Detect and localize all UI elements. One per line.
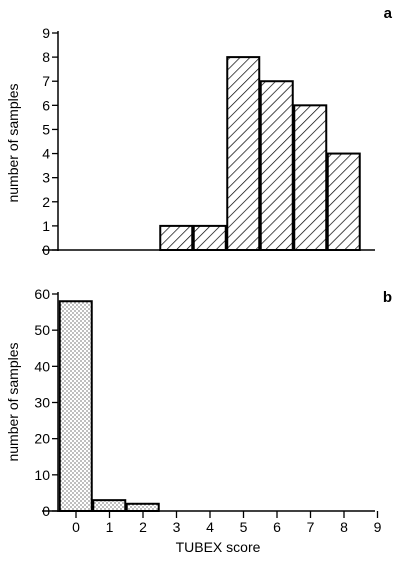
panel-a-letter: a bbox=[384, 5, 393, 22]
panel-a-bar-3 bbox=[159, 224, 194, 251]
panel-b-bar-1 bbox=[92, 499, 127, 512]
panel-b-y-tick-label: 60 bbox=[34, 286, 50, 302]
panel-a-y-axis-title: number of samples bbox=[5, 83, 21, 202]
x-axis-title: TUBEX score bbox=[176, 539, 261, 555]
panel-b: b number of samples TUBEX score 01020304… bbox=[5, 286, 392, 555]
panel-b-y-axis-title: number of samples bbox=[5, 342, 21, 461]
panel-b-y-tick-label: 30 bbox=[34, 395, 50, 411]
panel-b-x-tick-label: 3 bbox=[173, 519, 181, 535]
panel-b-x-tick-label: 6 bbox=[273, 519, 281, 535]
panel-a-y-tick-label: 9 bbox=[42, 25, 50, 41]
panel-a-y-tick-label: 7 bbox=[42, 73, 50, 89]
panel-a-bar-4 bbox=[192, 224, 227, 251]
panel-b-bar-0 bbox=[58, 300, 93, 512]
panel-b-y-tick-label: 50 bbox=[34, 322, 50, 338]
panel-a: a number of samples 0 1 2 3 4 5 6 7 8 9 bbox=[5, 5, 393, 258]
panel-b-x-tick-label: 1 bbox=[106, 519, 114, 535]
panel-a-y-tick-label: 0 bbox=[42, 242, 50, 258]
panel-a-y-tick-label: 6 bbox=[42, 97, 50, 113]
panel-a-bar-8 bbox=[326, 152, 361, 251]
panel-a-bar-5 bbox=[226, 56, 261, 251]
panel-a-bar-6 bbox=[259, 80, 294, 251]
panel-b-x-tick-label: 7 bbox=[307, 519, 315, 535]
panel-a-y-tick-label: 5 bbox=[42, 121, 50, 137]
panel-a-y-tick-label: 3 bbox=[42, 170, 50, 186]
panel-b-x-tick-label: 2 bbox=[139, 519, 147, 535]
panel-a-y-tick-label: 1 bbox=[42, 218, 50, 234]
panel-b-x-tick-label: 0 bbox=[72, 519, 80, 535]
panel-b-x-tick-label: 9 bbox=[374, 519, 382, 535]
panel-b-x-tick-label: 8 bbox=[340, 519, 348, 535]
panel-a-y-tick-label: 8 bbox=[42, 49, 50, 65]
panel-b-x-tick-label: 5 bbox=[240, 519, 248, 535]
panel-b-y-tick-label: 40 bbox=[34, 358, 50, 374]
panel-a-y-tick-label: 2 bbox=[42, 194, 50, 210]
panel-b-y-tick-label: 20 bbox=[34, 431, 50, 447]
panel-a-y-tick-label: 4 bbox=[42, 146, 50, 162]
panel-b-x-tick-label: 4 bbox=[206, 519, 214, 535]
panel-b-y-tick-label: 0 bbox=[42, 503, 50, 519]
panel-b-bar-2 bbox=[125, 502, 160, 512]
panel-b-letter: b bbox=[383, 289, 392, 306]
panel-a-bar-7 bbox=[293, 104, 328, 252]
panel-b-y-tick-label: 10 bbox=[34, 467, 50, 483]
